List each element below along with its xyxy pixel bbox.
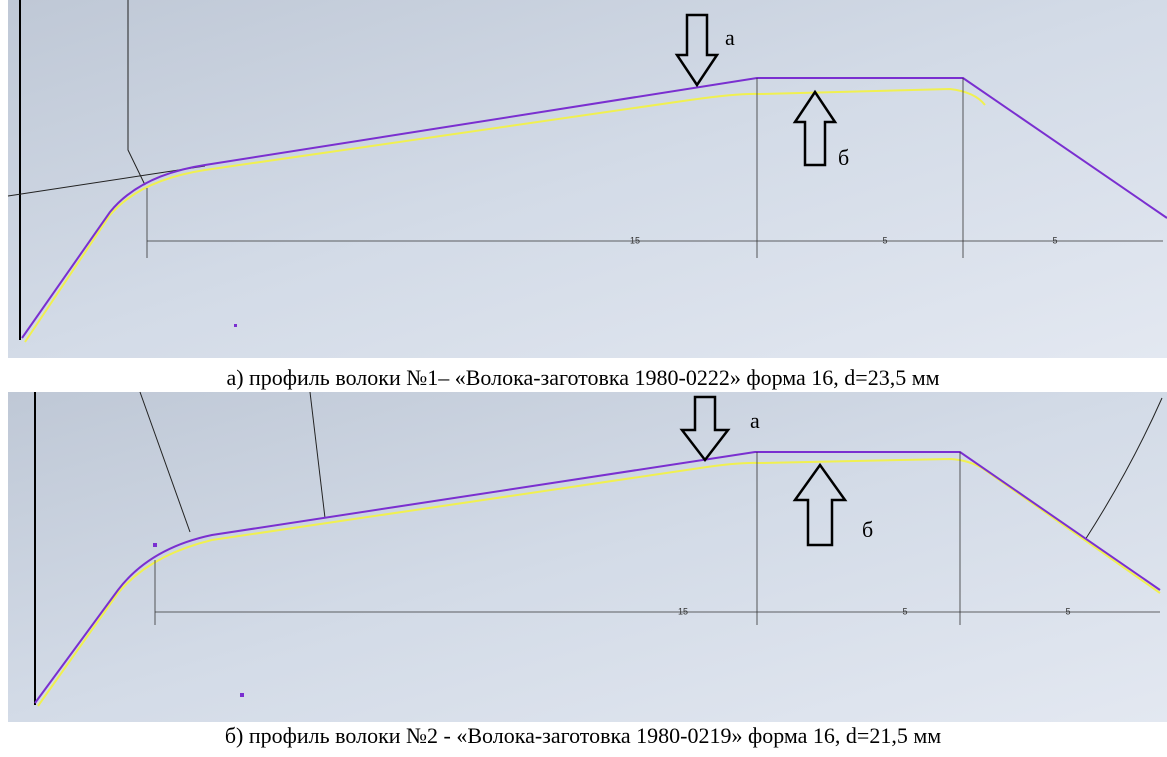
dimension-label: 15 (678, 606, 688, 616)
dimension-label: 15 (630, 235, 640, 245)
dimension-label: 5 (1052, 235, 1057, 245)
dimension-label: 5 (1065, 606, 1070, 616)
point (240, 693, 244, 697)
panel-2: 15 5 5 а б (8, 392, 1167, 722)
point (153, 543, 157, 547)
caption: а) профиль волоки №1– «Волока-заготовка … (226, 365, 939, 390)
arrow-label: б (838, 145, 849, 170)
panel-1: 15 5 5 а б (8, 0, 1167, 358)
caption: б) профиль волоки №2 - «Волока-заготовка… (225, 723, 941, 748)
dimension-label: 5 (882, 235, 887, 245)
dimension-label: 5 (902, 606, 907, 616)
figure: 15 5 5 а б а) профиль волоки №1– «Волока… (0, 0, 1167, 752)
cad-background (8, 0, 1167, 358)
cad-background (8, 392, 1167, 722)
point (234, 324, 237, 327)
arrow-label: а (750, 408, 760, 433)
arrow-label: б (862, 517, 873, 542)
arrow-label: а (725, 25, 735, 50)
page: 15 5 5 а б а) профиль волоки №1– «Волока… (0, 0, 1167, 752)
